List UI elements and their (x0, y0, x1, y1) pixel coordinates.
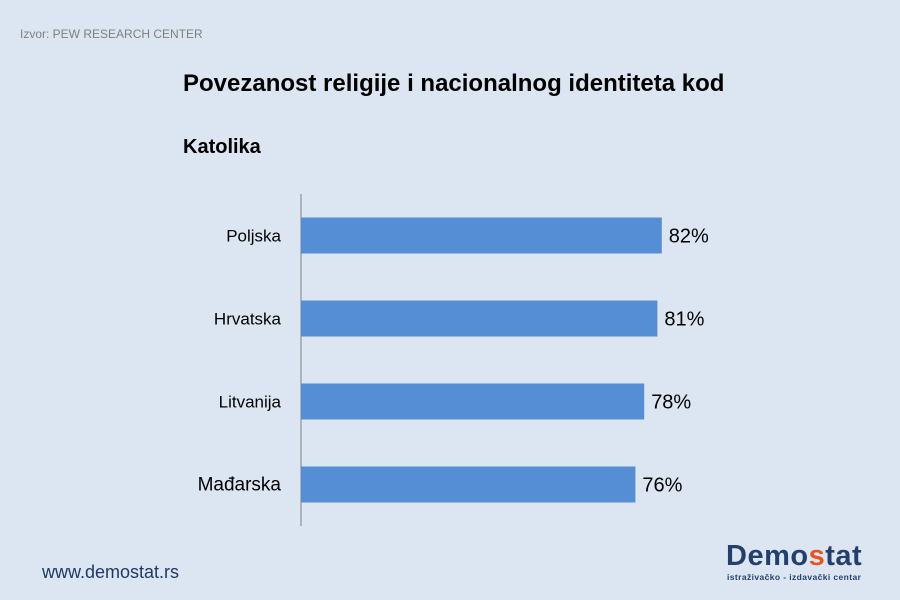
logo-accent-letter: s (808, 540, 826, 572)
chart-subtitle: Katolika (183, 136, 261, 158)
demostat-logo: Demostat istraživačko - izdavački centar (726, 541, 876, 582)
bar (301, 300, 658, 337)
data-label: 76% (642, 475, 682, 497)
bar (301, 466, 636, 503)
source-note: Izvor: PEW RESEARCH CENTER (20, 27, 203, 41)
bar (301, 383, 645, 420)
category-label: Hrvatska (214, 310, 282, 329)
logo-tagline: istraživačko - izdavački centar (727, 572, 862, 582)
data-label: 82% (669, 226, 709, 248)
logo-wordmark: Demostat (726, 541, 876, 571)
website-url[interactable]: www.demostat.rs (42, 562, 180, 582)
bar (301, 217, 662, 254)
data-label: 81% (664, 309, 704, 331)
logo-suffix: tat (825, 540, 863, 572)
category-label: Poljska (226, 227, 281, 246)
category-label: Litvanija (219, 393, 282, 412)
category-label: Mađarska (198, 475, 282, 496)
chart-title: Povezanost religije i nacionalnog identi… (183, 70, 725, 97)
data-label: 78% (651, 392, 691, 414)
logo-prefix: Demo (726, 540, 809, 572)
